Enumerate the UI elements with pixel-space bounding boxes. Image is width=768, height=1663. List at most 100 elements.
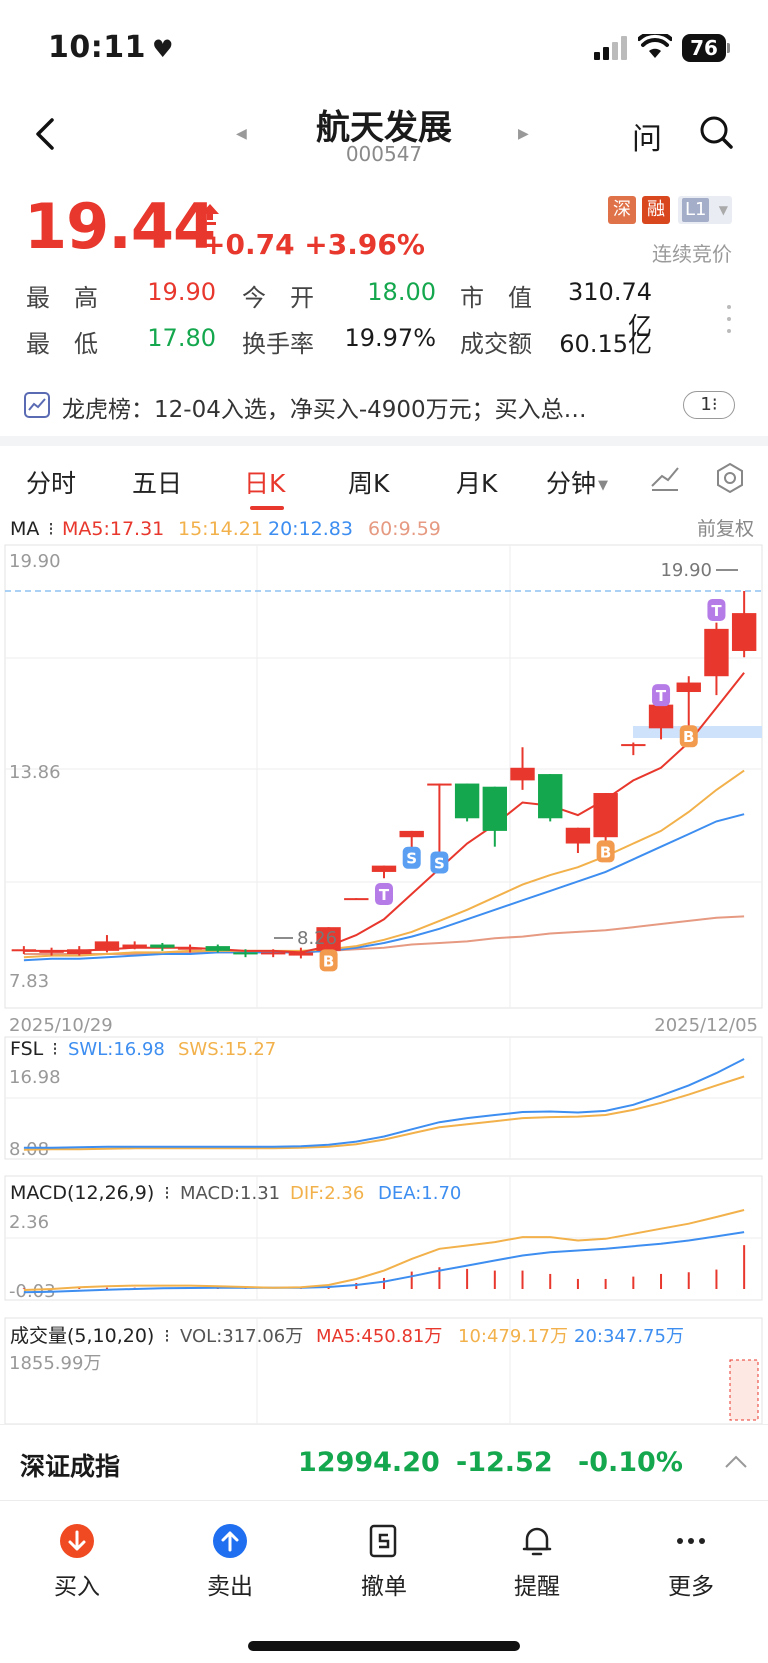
candle-body [454, 783, 480, 819]
active-tab-underline [250, 506, 284, 510]
signal-t-marker-label: T [656, 687, 667, 705]
candle-body [94, 941, 120, 951]
candle-body [371, 865, 397, 872]
price-change: +0.74 +3.96% [202, 228, 425, 261]
dragon-tiger-list-bar[interactable]: 龙虎榜：12-04入选，净买入-4900万元；买入总… 1⁝ [24, 388, 744, 428]
macd-separator: ⁝ [164, 1182, 170, 1204]
signal-b-marker [319, 949, 338, 972]
cancel-order-label: 撤单 [361, 1574, 407, 1600]
ask-icon[interactable]: 问 [632, 122, 662, 157]
amount-value: 60.15亿 [559, 330, 652, 358]
main-chart-frame [4, 544, 763, 1009]
alert-button[interactable]: 提醒 [487, 1523, 587, 1601]
dragon-tiger-text: 龙虎榜：12-04入选，净买入-4900万元；买入总… [62, 397, 587, 423]
stats-row-2: 最 低 17.80 换手率 19.97% 成交额 60.15亿 [26, 324, 706, 370]
signal-t-marker-label: T [379, 886, 390, 904]
status-time: 10:11 ♥ [48, 30, 175, 65]
y-axis-top-label: 19.90 [9, 551, 61, 572]
candle-body [510, 767, 535, 781]
low-value: 17.80 [147, 324, 216, 352]
level-selector[interactable]: L1 ▼ [678, 196, 732, 224]
nav-bar: ◀ 航天发展 000547 ▶ 问 [0, 96, 768, 174]
more-dots-icon[interactable] [726, 304, 732, 334]
adjust-mode-label[interactable]: 前复权 [697, 518, 754, 540]
index-ticker-bar[interactable]: 深证成指 12994.20 -12.52 -0.10% [0, 1424, 768, 1500]
quote-stats: 最 高 19.90 今 开 18.00 市 值 310.74亿 最 低 17.8… [26, 278, 706, 370]
cancel-order-icon [369, 1524, 397, 1558]
candle-body [344, 898, 369, 901]
swl-line [23, 1058, 745, 1149]
battery-icon: 76 [682, 34, 730, 62]
candle-body [704, 628, 729, 677]
candle-body [260, 952, 286, 955]
search-icon[interactable] [698, 114, 734, 150]
indicator-settings-icon[interactable] [714, 462, 746, 494]
signal-t-marker-label: T [711, 602, 722, 620]
fsl-title[interactable]: FSL [10, 1038, 44, 1060]
prev-stock-icon[interactable]: ◀ [236, 126, 247, 142]
sell-label: 卖出 [207, 1574, 253, 1600]
stats-row-1: 最 高 19.90 今 开 18.00 市 值 310.74亿 [26, 278, 706, 340]
signal-b-marker [679, 725, 698, 748]
dea-line [23, 1231, 745, 1294]
mktcap-label: 市 值 [460, 284, 532, 312]
high-label: 最 高 [26, 284, 98, 312]
ma-legend-separator: ⁝ [48, 518, 54, 540]
tab-intraday[interactable]: 分时 [26, 469, 77, 498]
candle-body [177, 947, 203, 950]
candle-body [288, 952, 314, 956]
candle-body [676, 682, 701, 693]
candle-body [538, 774, 563, 819]
macd-lines [23, 1209, 745, 1294]
next-stock-icon[interactable]: ▶ [518, 126, 529, 142]
x-axis-end-date: 2025/12/05 [654, 1015, 758, 1036]
ma-legend-title[interactable]: MA [10, 518, 39, 540]
max-price-marker: 19.90 [660, 560, 712, 581]
chevron-up-icon[interactable] [724, 1455, 748, 1469]
x-axis-start-date: 2025/10/29 [9, 1015, 113, 1036]
signal-t-marker [375, 883, 393, 906]
ma20-line [23, 813, 745, 962]
tab-five-day[interactable]: 五日 [132, 469, 183, 498]
signal-b-marker-label: B [600, 843, 611, 861]
level-badge: L1 [682, 198, 710, 222]
kline-chart-area[interactable]: MA ⁝ MA5:17.31 15:14.21 20:12.83 60:9.59… [0, 510, 768, 1425]
kline-chart-svg[interactable]: MA ⁝ MA5:17.31 15:14.21 20:12.83 60:9.59… [0, 510, 768, 1425]
index-change: -12.52 [456, 1447, 553, 1478]
back-icon[interactable] [30, 114, 60, 154]
volume-title[interactable]: 成交量(5,10,20) [10, 1325, 154, 1347]
ma15-line [23, 769, 745, 959]
tab-minute-label: 分钟 [546, 469, 597, 498]
dragon-tiger-count-badge[interactable]: 1⁝ [683, 391, 735, 419]
tab-minute[interactable]: 分钟 ▼ [546, 464, 608, 500]
tab-weekly-k[interactable]: 周K [348, 469, 390, 498]
sell-arrow-icon [213, 1524, 247, 1558]
candle-body [316, 927, 341, 951]
candle-body [122, 944, 147, 948]
index-name: 深证成指 [20, 1452, 121, 1481]
status-bar: 10:11 ♥ 76 [0, 0, 768, 96]
margin-badge-rong: 融 [642, 196, 670, 224]
buy-button[interactable]: 买入 [27, 1523, 127, 1601]
vol-ma20-legend: 20:347.75万 [574, 1326, 684, 1347]
draw-line-icon[interactable] [650, 464, 680, 492]
sell-button[interactable]: 卖出 [180, 1523, 280, 1601]
candles [11, 591, 757, 959]
volume-y-top: 1855.99万 [9, 1353, 101, 1374]
home-indicator [248, 1641, 520, 1651]
signal-t-marker [652, 684, 671, 707]
y-axis-mid-label: 13.86 [9, 762, 61, 783]
min-price-marker: 8.26 [297, 928, 337, 949]
dea-legend: DEA:1.70 [378, 1183, 461, 1204]
stock-name: 航天发展 [316, 108, 452, 148]
tab-monthly-k[interactable]: 月K [456, 469, 498, 498]
macd-value-legend: MACD:1.31 [180, 1183, 280, 1204]
more-button[interactable]: 更多 [641, 1523, 741, 1601]
ma60-legend: 60:9.59 [368, 518, 441, 540]
macd-title[interactable]: MACD(12,26,9) [10, 1182, 154, 1204]
signal-s-marker-label: S [434, 854, 445, 872]
heart-icon: ♥ [152, 35, 175, 63]
tab-daily-k[interactable]: 日K [244, 469, 286, 498]
candle-body [427, 783, 452, 786]
cancel-order-button[interactable]: 撤单 [334, 1523, 434, 1601]
